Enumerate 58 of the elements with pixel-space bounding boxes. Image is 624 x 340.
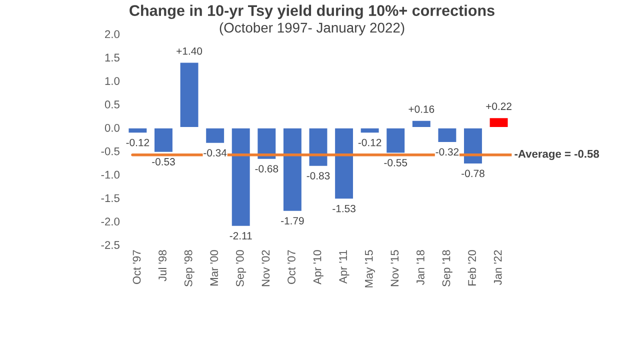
data-label: -0.12 [126, 138, 150, 146]
bar [230, 126, 252, 228]
x-tick-label: Feb '20 [468, 250, 476, 286]
x-tick-label: Oct '97 [132, 250, 141, 284]
y-tick-label: 1.5 [105, 54, 120, 62]
bar [282, 126, 303, 212]
y-tick-label: -0.5 [101, 147, 120, 156]
data-label: -1.79 [281, 217, 304, 224]
y-tick-label: 1.0 [105, 77, 120, 85]
x-tick-label: Nov '15 [390, 250, 399, 286]
data-label: -2.11 [230, 232, 252, 240]
bar [436, 126, 458, 144]
x-tick-label: Jan '22 [494, 250, 502, 285]
x-tick-label: Sep '98 [184, 250, 194, 286]
data-label: +1.40 [176, 47, 202, 55]
y-tick-label: -1.0 [101, 170, 120, 179]
data-label: -0.12 [358, 138, 382, 146]
bar [462, 126, 484, 165]
data-label: -0.32 [436, 148, 459, 156]
y-tick-label: 0.5 [104, 100, 120, 108]
x-tick-label: Jan '18 [416, 250, 424, 285]
x-tick-label: Jul '98 [158, 250, 166, 282]
data-label: -0.68 [255, 165, 278, 172]
data-label: -1.53 [332, 204, 356, 212]
data-label: +0.22 [486, 102, 512, 110]
x-tick-label: Apr '11 [339, 250, 350, 284]
bar [256, 126, 278, 160]
chart-title: Change in 10-yr Tsy yield during 10%+ corrections [130, 4, 494, 20]
y-tick-label: -2.0 [101, 218, 120, 226]
x-tick-label: Apr '10 [313, 250, 324, 284]
data-label: +0.16 [408, 105, 434, 113]
y-tick-label: -1.5 [101, 194, 120, 202]
ref-line-label: -Average = -0.58 [514, 150, 600, 160]
y-tick-label: -2.5 [101, 241, 120, 249]
bar [411, 120, 432, 128]
bar [488, 116, 510, 128]
data-label: -0.78 [462, 170, 484, 178]
x-tick-label: Nov '02 [262, 250, 270, 286]
data-label: -0.55 [384, 159, 408, 166]
bar [334, 126, 354, 200]
bar [178, 61, 200, 128]
bar [308, 126, 329, 168]
y-tick-label: 0.0 [104, 124, 120, 132]
data-label: -0.34 [204, 149, 227, 157]
bar [127, 126, 148, 134]
data-label: -0.83 [306, 172, 330, 180]
bar [204, 126, 226, 144]
chart-subtitle: (October 1997- January 2022) [220, 22, 404, 36]
x-tick-label: May '15 [365, 250, 376, 288]
bar [153, 126, 174, 154]
bar [385, 126, 406, 154]
x-tick-label: Oct '07 [288, 250, 296, 284]
y-tick-label: 2.0 [105, 30, 120, 38]
x-tick-label: Mar '00 [210, 250, 218, 286]
x-tick-label: Sep '18 [442, 250, 452, 286]
x-tick-label: Sep '00 [236, 250, 246, 286]
data-label: -0.53 [152, 158, 175, 166]
bar [359, 126, 380, 134]
